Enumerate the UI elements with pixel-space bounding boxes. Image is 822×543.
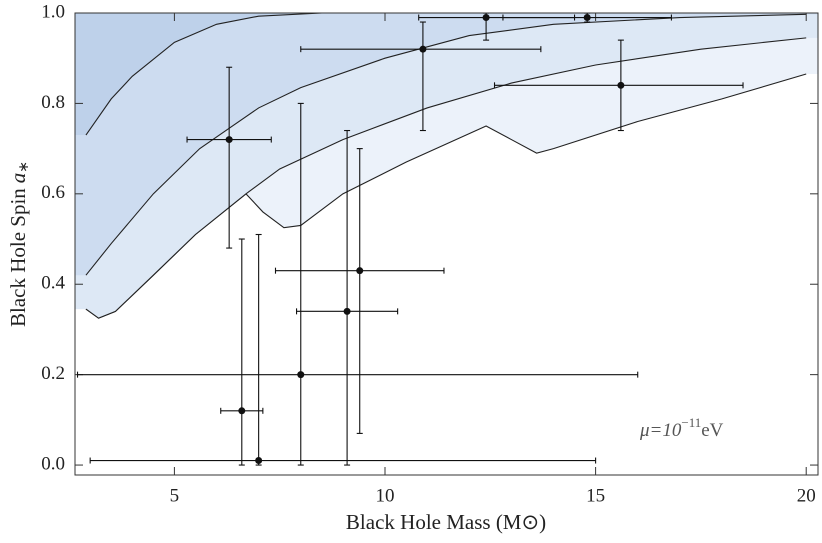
point xyxy=(617,81,625,89)
point xyxy=(343,307,351,315)
annotation-base: μ=10 xyxy=(639,420,682,441)
region-fill xyxy=(75,13,818,136)
points xyxy=(76,13,744,466)
region-boundary xyxy=(85,37,807,319)
x-tick-label: 15 xyxy=(586,485,605,506)
region-boundary xyxy=(85,13,807,276)
point xyxy=(419,45,427,53)
point xyxy=(356,267,364,275)
x-tick-label: 20 xyxy=(797,485,816,506)
region-boundary xyxy=(85,13,322,136)
point xyxy=(297,371,305,379)
region-fill xyxy=(75,13,818,276)
annotation-exponent: −11 xyxy=(681,415,701,430)
plot-area xyxy=(74,12,819,476)
x-tick-label: 5 xyxy=(170,485,180,506)
y-tick-label: 0.8 xyxy=(41,92,65,113)
point xyxy=(238,407,246,415)
y-tick-label: 1.0 xyxy=(41,1,65,22)
x-tick-label: 10 xyxy=(376,485,395,506)
y-label-text: Black Hole Spin xyxy=(6,188,30,327)
annotation: μ=10−11eV xyxy=(639,415,724,441)
frame xyxy=(74,12,819,476)
y-tick-label: 0.6 xyxy=(41,182,65,203)
y-label-symbol: a xyxy=(6,173,30,184)
point xyxy=(225,136,233,144)
regions xyxy=(75,13,818,319)
annotation-unit: eV xyxy=(701,420,723,441)
y-tick-label: 0.0 xyxy=(41,453,65,474)
y-axis-label: Black Hole Spin a∗ xyxy=(6,161,32,327)
point xyxy=(583,14,591,22)
x-axis-label: Black Hole Mass (M⊙) xyxy=(346,510,546,534)
y-label-subscript: ∗ xyxy=(17,161,32,173)
y-tick-label: 0.2 xyxy=(41,363,65,384)
point xyxy=(255,457,263,465)
y-tick-label: 0.4 xyxy=(41,273,65,294)
point xyxy=(482,14,490,22)
